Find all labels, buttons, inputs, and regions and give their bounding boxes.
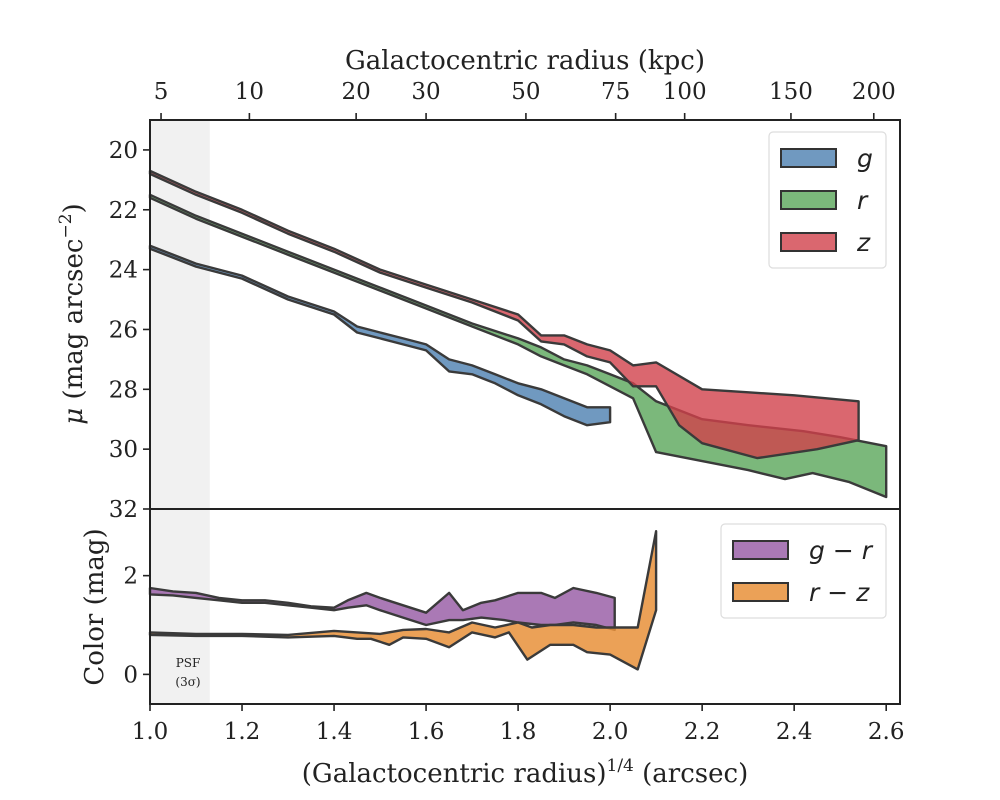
top-legend-swatch-1 xyxy=(780,190,837,210)
ytick-label-bottom-2: 2 xyxy=(123,564,138,590)
top-legend-label-2: z xyxy=(856,228,871,257)
kpc-tick-label-100: 100 xyxy=(663,79,707,105)
ytick-label-top-32: 32 xyxy=(109,497,138,523)
xtick-label-1.2: 1.2 xyxy=(224,719,261,745)
band-color-0 xyxy=(148,586,616,632)
psf-region-bottom xyxy=(150,509,210,704)
bottom-legend-swatch-0 xyxy=(732,540,789,560)
xtick-label-1.4: 1.4 xyxy=(316,719,353,745)
xtick-label-2.0: 2.0 xyxy=(592,719,629,745)
top-legend-swatch-0 xyxy=(780,148,837,168)
top-yaxis-title: μ (mag arcsec−2) xyxy=(56,203,89,424)
bottom-yaxis-title: Color (mag) xyxy=(80,528,110,685)
kpc-tick-label-20: 20 xyxy=(341,79,370,105)
ytick-label-top-24: 24 xyxy=(109,258,138,284)
kpc-tick-label-5: 5 xyxy=(154,79,169,105)
xtick-label-1.0: 1.0 xyxy=(132,719,169,745)
bottom-panel-frame xyxy=(149,508,901,705)
ytick-label-top-26: 26 xyxy=(109,317,138,343)
kpc-tick-label-50: 50 xyxy=(511,79,540,105)
ytick-label-top-20: 20 xyxy=(109,138,138,164)
bottom-xaxis-title: (Galactocentric radius)1/4 (arcsec) xyxy=(302,756,748,789)
band-color-1 xyxy=(148,530,658,671)
kpc-tick-label-150: 150 xyxy=(769,79,813,105)
ytick-label-bottom-0: 0 xyxy=(123,662,138,688)
xtick-label-1.8: 1.8 xyxy=(500,719,537,745)
kpc-tick-label-10: 10 xyxy=(235,79,264,105)
xtick-label-2.6: 2.6 xyxy=(868,719,905,745)
psf-label-line1: PSF xyxy=(176,656,201,670)
top-legend-swatch-2 xyxy=(780,232,837,252)
top-legend-label-0: g xyxy=(857,144,873,173)
bottom-legend-label-0: g − r xyxy=(809,536,874,565)
bottom-legend-label-1: r − z xyxy=(809,578,870,607)
kpc-tick-label-200: 200 xyxy=(852,79,896,105)
ytick-label-top-30: 30 xyxy=(109,437,138,463)
kpc-tick-label-30: 30 xyxy=(411,79,440,105)
band-z xyxy=(148,169,860,460)
ytick-label-top-22: 22 xyxy=(109,198,138,224)
top-legend-label-1: r xyxy=(857,186,869,215)
kpc-tick-label-75: 75 xyxy=(601,79,630,105)
psf-label-line2: (3σ) xyxy=(175,675,200,689)
xtick-label-2.2: 2.2 xyxy=(684,719,721,745)
bottom-legend-swatch-1 xyxy=(732,582,789,602)
top-xaxis-title: Galactocentric radius (kpc) xyxy=(345,46,705,76)
ytick-label-top-28: 28 xyxy=(109,377,138,403)
xtick-label-2.4: 2.4 xyxy=(776,719,813,745)
band-g xyxy=(148,244,612,427)
xtick-label-1.6: 1.6 xyxy=(408,719,445,745)
